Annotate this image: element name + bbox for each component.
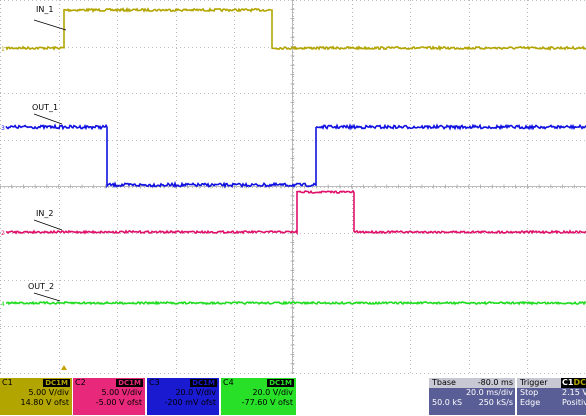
trace-out-2	[5, 300, 586, 306]
trigger-coupling: DC	[573, 378, 586, 387]
trace-in-2	[6, 189, 586, 236]
timebase-delay: -80.0 ms	[477, 378, 513, 387]
trace-in-1	[5, 7, 586, 52]
offset: -200 mV ofst	[164, 398, 216, 407]
trigger-position-marker	[61, 365, 67, 370]
trigger-slope: Positive	[562, 398, 586, 407]
trigger-level: 2.15 V	[562, 388, 586, 397]
timebase-box[interactable]: Tbase -80.0 ms 20.0 ms/div 50.0 kS 250 k…	[429, 378, 515, 415]
channel-info-bar: C1 DC1M 5.00 V/div 14.80 V ofst C2 DC1M …	[0, 376, 586, 416]
coupling-badge: DC1M	[116, 379, 143, 387]
label-leader	[33, 292, 61, 302]
volts-per-div: 20.0 V/div	[175, 388, 216, 397]
channel-1-box[interactable]: C1 DC1M 5.00 V/div 14.80 V ofst	[0, 378, 72, 415]
channel-marker: 4	[1, 301, 5, 308]
trigger-type: Edge	[520, 398, 541, 407]
channel-4-box[interactable]: C4 DC1M 20.0 V/div -77.60 V ofst	[221, 378, 296, 415]
timebase-label: Tbase	[432, 378, 456, 387]
label-leader	[33, 219, 63, 231]
coupling-badge: DC1M	[190, 379, 217, 387]
channel-2-box[interactable]: C2 DC1M 5.00 V/div -5.00 V ofst	[73, 378, 145, 415]
channel-marker: 1	[1, 46, 5, 53]
trace-label: OUT_1	[32, 103, 58, 112]
trigger-label: Trigger	[520, 378, 548, 387]
waveform-display[interactable]: IN_1 OUT_1 IN_2 OUT_2 1 3 2 4	[0, 0, 586, 376]
label-leader	[33, 19, 67, 31]
time-per-div: 20.0 ms/div	[465, 388, 513, 397]
channel-name: C3	[149, 378, 160, 387]
label-leader	[33, 113, 63, 125]
channel-name: C4	[223, 378, 234, 387]
channel-markers: 1 3 2 4	[1, 46, 5, 308]
coupling-badge: DC1M	[43, 379, 70, 387]
channel-3-box[interactable]: C3 DC1M 20.0 V/div -200 mV ofst	[147, 378, 219, 415]
sample-count: 50.0 kS	[432, 398, 463, 407]
trigger-source-badge: C1DC	[561, 378, 586, 388]
sample-rate: 250 kS/s	[478, 398, 513, 407]
trigger-source: C1	[562, 378, 574, 387]
channel-marker: 3	[1, 125, 5, 132]
trigger-mode: Stop	[520, 388, 539, 397]
volts-per-div: 5.00 V/div	[101, 388, 142, 397]
coupling-badge: DC1M	[267, 379, 294, 387]
trace-out-1	[5, 123, 586, 189]
offset: -77.60 V ofst	[241, 398, 293, 407]
volts-per-div: 5.00 V/div	[28, 388, 69, 397]
channel-name: C1	[2, 378, 13, 387]
offset: -5.00 V ofst	[95, 398, 142, 407]
graticule	[0, 0, 586, 374]
trigger-box[interactable]: Trigger C1DC Stop 2.15 V Edge Positive	[517, 378, 586, 415]
channel-name: C2	[75, 378, 86, 387]
offset: 14.80 V ofst	[20, 398, 69, 407]
channel-marker: 2	[1, 230, 5, 237]
trace-label: IN_2	[36, 209, 53, 218]
trace-label: OUT_2	[28, 282, 54, 291]
trace-label: IN_1	[36, 5, 53, 14]
waveform-traces	[5, 7, 586, 306]
volts-per-div: 20.0 V/div	[252, 388, 293, 397]
trace-labels: IN_1 OUT_1 IN_2 OUT_2	[28, 5, 67, 302]
